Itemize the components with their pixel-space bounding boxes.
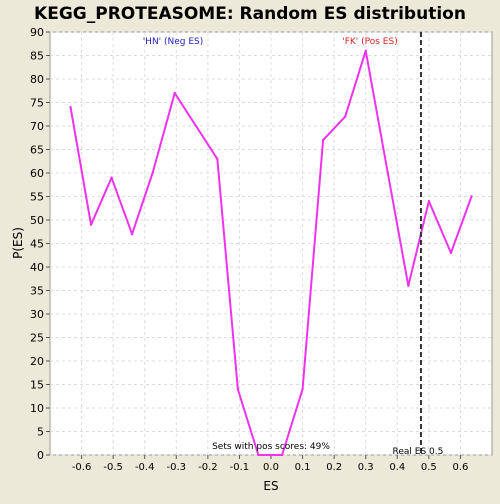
chart-title: KEGG_PROTEASOME: Random ES distribution <box>34 4 466 24</box>
data-point <box>110 176 113 179</box>
data-point <box>343 115 347 118</box>
x-tick-label: 0.0 <box>263 462 279 473</box>
data-point <box>427 200 431 203</box>
y-tick-label: 20 <box>30 355 44 368</box>
x-tick-label: -0.4 <box>135 462 155 473</box>
x-tick-label: 0.5 <box>421 462 437 473</box>
y-tick-label: 35 <box>30 285 44 298</box>
data-point <box>301 388 304 391</box>
data-point <box>386 171 390 175</box>
x-tick-label: -0.5 <box>103 462 123 473</box>
x-axis-label: ES <box>263 479 278 493</box>
y-tick-label: 30 <box>30 308 44 321</box>
y-axis: 0 5 10 15 20 25 30 35 40 45 50 55 60 65 70 75 80 85 90 <box>30 26 50 462</box>
pos-scores-label: Sets with pos scores: 49% <box>212 442 330 452</box>
data-point <box>364 49 367 52</box>
y-tick-label: 0 <box>37 449 44 462</box>
y-tick-label: 60 <box>30 167 44 180</box>
y-tick-label: 55 <box>30 191 44 204</box>
y-tick-label: 15 <box>30 379 44 392</box>
x-tick-label: -0.6 <box>72 462 92 473</box>
data-point <box>236 388 240 391</box>
data-point <box>130 232 134 236</box>
pos-es-label: 'FK' (Pos ES) <box>342 37 397 47</box>
data-point <box>470 195 473 198</box>
y-tick-label: 90 <box>30 26 44 39</box>
data-point <box>321 138 325 142</box>
y-axis-label: P(ES) <box>11 227 25 259</box>
x-tick-label: 0.4 <box>389 462 405 473</box>
real-es-label: Real ES 0.5 <box>393 447 444 457</box>
data-point <box>407 284 410 287</box>
y-tick-label: 25 <box>30 332 44 345</box>
y-tick-label: 85 <box>30 50 44 63</box>
x-tick-label: -0.2 <box>198 462 218 473</box>
x-tick-label: -0.3 <box>167 462 187 473</box>
data-point <box>280 453 284 457</box>
y-tick-label: 65 <box>30 144 44 157</box>
x-axis: -0.6 -0.5 -0.4 -0.3 -0.2 -0.1 0.0 0.1 0.2 0.3 0.4 0… <box>72 455 468 473</box>
x-tick-label: 0.2 <box>326 462 342 473</box>
x-tick-label: 0.6 <box>452 462 468 473</box>
data-point <box>173 91 176 95</box>
y-tick-label: 70 <box>30 120 44 133</box>
data-point <box>257 453 260 457</box>
y-tick-label: 5 <box>37 426 44 439</box>
data-point <box>151 171 154 175</box>
y-tick-label: 45 <box>30 238 44 251</box>
y-tick-label: 40 <box>30 261 44 274</box>
data-point <box>89 223 93 226</box>
y-tick-label: 80 <box>30 73 44 86</box>
data-point <box>216 157 219 161</box>
data-point <box>69 106 72 109</box>
series-layer <box>69 49 473 457</box>
real-es-marker: Real ES 0.5 <box>393 32 444 457</box>
data-point <box>449 251 453 255</box>
y-tick-label: 10 <box>30 402 44 415</box>
x-tick-label: -0.1 <box>230 462 250 473</box>
y-tick-label: 75 <box>30 97 44 110</box>
x-tick-label: 0.3 <box>358 462 374 473</box>
x-tick-label: 0.1 <box>295 462 311 473</box>
neg-es-label: 'HN' (Neg ES) <box>143 37 204 47</box>
y-tick-label: 50 <box>30 214 44 227</box>
